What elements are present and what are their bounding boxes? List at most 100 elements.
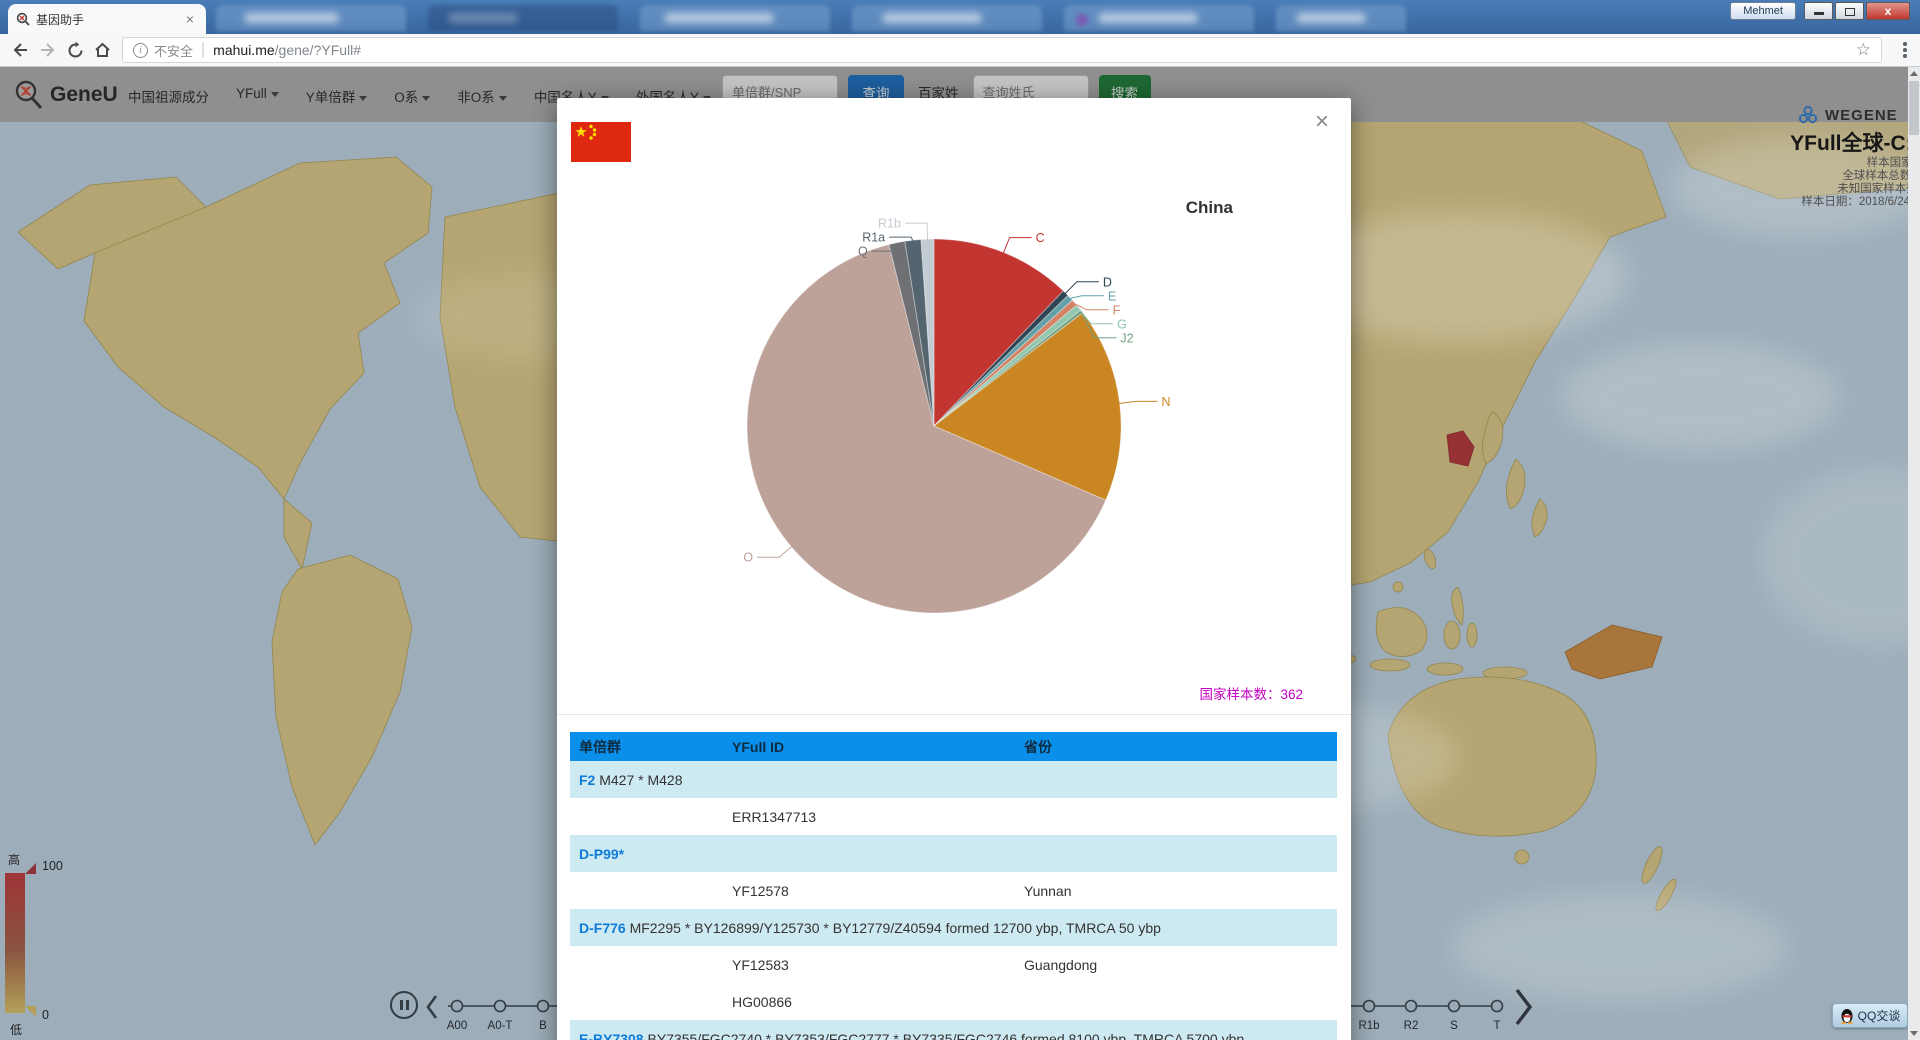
pie-slice-J2[interactable] bbox=[933, 309, 1084, 427]
favicon-geneu-icon bbox=[16, 12, 30, 26]
land-philippines bbox=[1466, 622, 1478, 648]
pie-label-F: F bbox=[1113, 303, 1121, 317]
land-japan bbox=[1506, 458, 1526, 510]
haplogroup-row: D-F776 MF2295 * BY126899/Y125730 * BY127… bbox=[570, 909, 1337, 946]
chevron-down-icon bbox=[498, 95, 507, 101]
timeline-label: A0-T bbox=[487, 1020, 513, 1032]
window-close-button[interactable]: x bbox=[1866, 2, 1910, 20]
forward-icon[interactable] bbox=[38, 41, 58, 59]
browser-profile-button[interactable]: Mehmet bbox=[1730, 2, 1796, 20]
page-title: YFull全球-C:13 bbox=[1790, 132, 1920, 155]
blurred-tab[interactable] bbox=[428, 5, 618, 31]
timeline-node[interactable] bbox=[1490, 999, 1504, 1013]
province-cell bbox=[1015, 798, 1337, 835]
url-host: mahui.me bbox=[213, 42, 275, 58]
minimize-button[interactable] bbox=[1804, 2, 1833, 20]
pie-label-line bbox=[1069, 295, 1104, 299]
sample-stats: 样本国家数：1 全球样本总数：136 未知国家样本数：30 样本日期：2018/… bbox=[1801, 157, 1920, 209]
nav-item-o-series[interactable]: O系 bbox=[394, 86, 431, 106]
blurred-tab[interactable] bbox=[1276, 5, 1406, 31]
scrollbar-thumb[interactable] bbox=[1909, 81, 1919, 135]
country-detail-modal: × China C D E F G J2 N R1b R1a Q O 国家样本数：362 单倍群 Y… bbox=[557, 98, 1351, 1040]
haplogroup-link[interactable]: E-BY7308 bbox=[579, 1030, 644, 1040]
yfull-id-cell: YF12583 bbox=[732, 956, 789, 973]
blurred-tab[interactable] bbox=[216, 5, 406, 31]
timeline-pause-button[interactable] bbox=[390, 991, 418, 1019]
table-header-row: 单倍群 YFull ID 省份 bbox=[570, 732, 1337, 761]
address-bar[interactable]: i 不安全 | mahui.me /gene/?YFull# ☆ bbox=[122, 37, 1882, 63]
chevron-down-icon bbox=[359, 95, 368, 101]
country-sample-count: 国家样本数：362 bbox=[1199, 687, 1303, 702]
haplogroup-link[interactable]: F2 bbox=[579, 771, 596, 788]
province-cell: Guangdong bbox=[1024, 956, 1098, 973]
blurred-tab[interactable] bbox=[1064, 5, 1254, 31]
qq-chat-button[interactable]: QQ交谈 bbox=[1832, 1003, 1908, 1028]
security-label: 不安全 bbox=[154, 43, 194, 59]
pie-label-N: N bbox=[1162, 395, 1171, 409]
legend-min-marker bbox=[25, 1006, 36, 1017]
pie-slice-Q[interactable] bbox=[888, 240, 935, 427]
stat-line: 全球样本总数：136 bbox=[1842, 170, 1920, 182]
surnames-link[interactable]: 百家姓 bbox=[918, 86, 959, 101]
pie-label-J2: J2 bbox=[1120, 331, 1133, 345]
pie-label-line bbox=[1002, 237, 1032, 254]
stat-line: 样本国家数：1 bbox=[1866, 157, 1920, 169]
province-cell: Yunnan bbox=[1024, 882, 1072, 899]
timeline-node[interactable] bbox=[450, 999, 464, 1013]
scrollbar-down-icon[interactable] bbox=[1908, 1027, 1920, 1040]
pie-label-O: O bbox=[743, 551, 753, 565]
land-japan bbox=[1482, 411, 1504, 465]
nav-item-y-haplogroup[interactable]: Y单倍群 bbox=[306, 86, 368, 106]
legend-gradient-bar[interactable] bbox=[5, 873, 25, 1013]
blurred-tab[interactable] bbox=[852, 5, 1042, 31]
cloud-layer bbox=[410, 137, 1920, 1002]
maximize-button[interactable] bbox=[1835, 2, 1864, 20]
page-info-icon[interactable]: i bbox=[133, 42, 148, 58]
stat-line: 样本日期：2018/6/24 22:31 bbox=[1801, 196, 1920, 208]
timeline-track-right[interactable] bbox=[1351, 998, 1505, 1014]
timeline-label: S bbox=[1450, 1020, 1458, 1032]
haplo-cell bbox=[570, 798, 723, 835]
nav-item-non-o-series[interactable]: 非O系 bbox=[457, 86, 507, 106]
home-icon[interactable] bbox=[93, 41, 112, 59]
wegene-brand-text: WEGENE bbox=[1825, 106, 1898, 124]
site-brand-name: GeneU bbox=[50, 83, 118, 106]
blurred-tab[interactable] bbox=[640, 5, 830, 31]
timeline-node[interactable] bbox=[1404, 999, 1418, 1013]
page-scrollbar[interactable] bbox=[1908, 67, 1920, 1040]
site-logo[interactable]: GeneU bbox=[14, 79, 118, 111]
scrollbar-up-icon[interactable] bbox=[1908, 67, 1920, 80]
sample-row: YF12578 Yunnan bbox=[570, 872, 1337, 909]
timeline-label: R1b bbox=[1358, 1020, 1380, 1032]
timeline-next-icon[interactable] bbox=[1512, 986, 1536, 1028]
timeline-node[interactable] bbox=[1362, 999, 1376, 1013]
bookmark-star-icon[interactable]: ☆ bbox=[1855, 40, 1871, 59]
timeline-track-left[interactable] bbox=[448, 998, 560, 1014]
land-japan bbox=[1531, 498, 1548, 538]
pie-label-C: C bbox=[1036, 231, 1045, 245]
haplo-cell bbox=[570, 983, 723, 1020]
pie-slice-E[interactable] bbox=[933, 294, 1074, 427]
china-flag bbox=[571, 122, 631, 162]
timeline-prev-icon[interactable] bbox=[424, 993, 440, 1021]
nav-item-ancestry[interactable]: 中国祖源成分 bbox=[128, 90, 209, 105]
column-header-haplogroup: 单倍群 bbox=[570, 732, 723, 761]
timeline-node[interactable] bbox=[1447, 999, 1461, 1013]
nav-item-yfull[interactable]: YFull bbox=[236, 86, 279, 106]
land-lesser-sunda bbox=[1426, 662, 1464, 676]
back-icon[interactable] bbox=[10, 41, 30, 59]
land-philippines bbox=[1451, 586, 1464, 626]
timeline-node[interactable] bbox=[536, 999, 550, 1013]
reload-icon[interactable] bbox=[66, 41, 85, 60]
active-tab[interactable]: 基因助手 × bbox=[8, 4, 206, 34]
haplogroup-link[interactable]: D-F776 bbox=[579, 919, 626, 936]
haplogroup-link[interactable]: D-P99* bbox=[579, 845, 625, 862]
land-south-america bbox=[271, 554, 413, 846]
pie-label-line bbox=[1064, 281, 1099, 295]
browser-menu-icon[interactable] bbox=[1896, 42, 1914, 58]
modal-close-icon[interactable]: × bbox=[1314, 108, 1329, 135]
url-separator: | bbox=[201, 41, 206, 58]
timeline-label: B bbox=[539, 1020, 547, 1032]
timeline-node[interactable] bbox=[493, 999, 507, 1013]
tab-close-icon[interactable]: × bbox=[185, 11, 195, 27]
